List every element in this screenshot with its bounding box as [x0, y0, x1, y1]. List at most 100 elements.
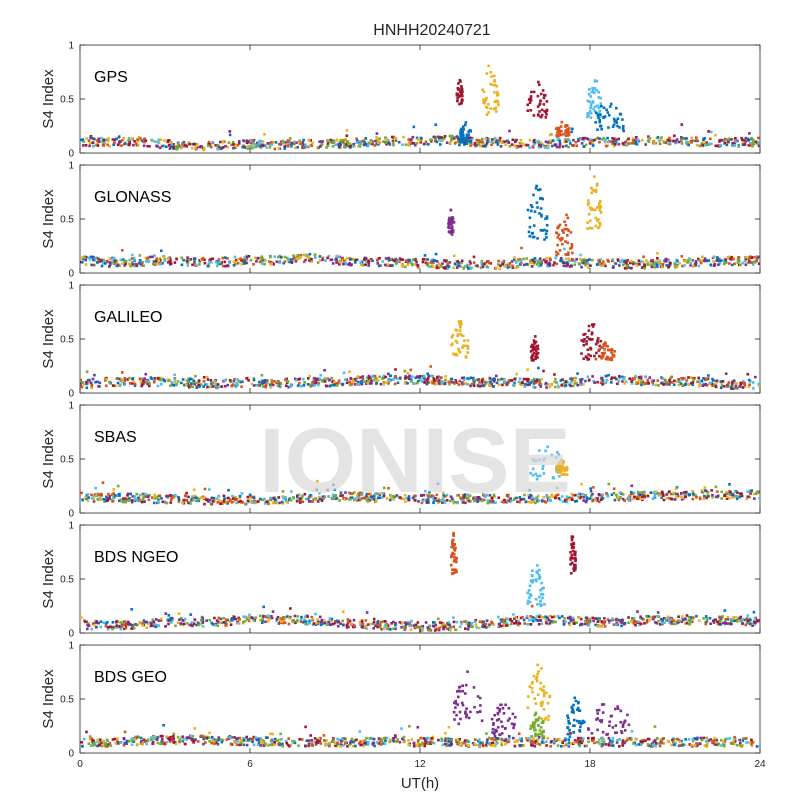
- data-point: [306, 383, 310, 386]
- data-point: [646, 261, 649, 264]
- data-point: [392, 627, 395, 630]
- data-point: [413, 494, 416, 498]
- data-point: [250, 382, 254, 386]
- data-point: [218, 146, 221, 149]
- data-point: [615, 621, 618, 625]
- data-point: [347, 144, 351, 148]
- data-point: [302, 377, 305, 381]
- data-point: [321, 380, 324, 383]
- data-point: [429, 261, 433, 264]
- data-point: [572, 619, 575, 622]
- data-point: [320, 143, 324, 146]
- data-point: [316, 479, 319, 483]
- data-point: [432, 382, 436, 385]
- data-point: [406, 376, 409, 379]
- data-point: [339, 494, 342, 497]
- data-point: [691, 497, 695, 501]
- data-point: [632, 491, 636, 495]
- data-point: [746, 137, 749, 141]
- data-point: [339, 491, 343, 494]
- data-point: [394, 137, 398, 140]
- data-point: [242, 139, 245, 142]
- data-point: [372, 617, 376, 621]
- data-point: [201, 625, 205, 628]
- data-point: [281, 490, 285, 493]
- data-point: [107, 137, 110, 140]
- spike-point: [565, 131, 568, 135]
- data-point: [217, 494, 220, 498]
- data-point: [282, 619, 285, 622]
- data-point: [703, 494, 706, 498]
- data-point: [591, 258, 594, 262]
- data-point: [289, 385, 292, 388]
- data-point: [639, 622, 643, 626]
- data-point: [442, 494, 445, 497]
- data-point: [155, 496, 159, 499]
- data-point: [336, 384, 339, 387]
- spike-point: [596, 113, 600, 117]
- data-point: [424, 142, 428, 146]
- spike-point: [557, 453, 561, 456]
- data-point: [294, 260, 298, 263]
- data-point: [115, 494, 119, 497]
- data-point: [718, 622, 721, 626]
- data-point: [410, 262, 414, 266]
- data-point: [98, 498, 101, 502]
- data-point: [203, 261, 207, 265]
- data-point: [367, 496, 370, 499]
- data-point: [680, 136, 683, 139]
- spike-point: [596, 104, 599, 107]
- data-point: [228, 499, 232, 503]
- spike-point: [594, 111, 598, 115]
- data-point: [476, 384, 480, 388]
- data-point: [440, 136, 443, 139]
- data-point: [492, 377, 496, 380]
- spike-point: [529, 95, 533, 98]
- data-point: [490, 382, 494, 386]
- data-point: [535, 379, 539, 383]
- data-point: [526, 380, 529, 383]
- data-point: [561, 378, 565, 382]
- data-point: [716, 494, 720, 498]
- data-point: [685, 142, 689, 145]
- data-point: [314, 379, 318, 382]
- data-point: [82, 383, 86, 386]
- data-point: [354, 258, 357, 262]
- data-point: [637, 492, 640, 495]
- spike-point: [536, 206, 539, 209]
- spike-point: [540, 215, 543, 218]
- data-point: [214, 144, 218, 147]
- data-point: [82, 140, 85, 143]
- data-point: [337, 260, 341, 263]
- data-point: [182, 258, 185, 262]
- data-point: [85, 370, 89, 373]
- data-point: [624, 380, 628, 384]
- data-point: [221, 256, 225, 260]
- data-point: [451, 134, 454, 138]
- data-point: [677, 378, 680, 381]
- data-point: [472, 384, 476, 387]
- spike-point: [597, 112, 600, 115]
- data-point: [452, 501, 455, 505]
- data-point: [603, 139, 607, 142]
- data-point: [444, 495, 447, 498]
- data-point: [170, 496, 174, 499]
- data-point: [709, 381, 712, 385]
- data-point: [124, 262, 127, 266]
- data-point: [549, 499, 552, 502]
- spike-point: [590, 227, 594, 230]
- data-point: [247, 379, 250, 382]
- data-point: [422, 375, 426, 378]
- data-point: [379, 264, 382, 267]
- data-point: [483, 498, 486, 502]
- data-point: [211, 385, 215, 388]
- data-point: [424, 140, 428, 144]
- data-point: [202, 146, 206, 150]
- data-point: [195, 146, 199, 150]
- data-point: [116, 143, 120, 147]
- data-point: [263, 497, 266, 501]
- data-point: [739, 263, 742, 267]
- data-point: [213, 380, 217, 383]
- data-point: [720, 497, 723, 500]
- data-point: [228, 379, 232, 382]
